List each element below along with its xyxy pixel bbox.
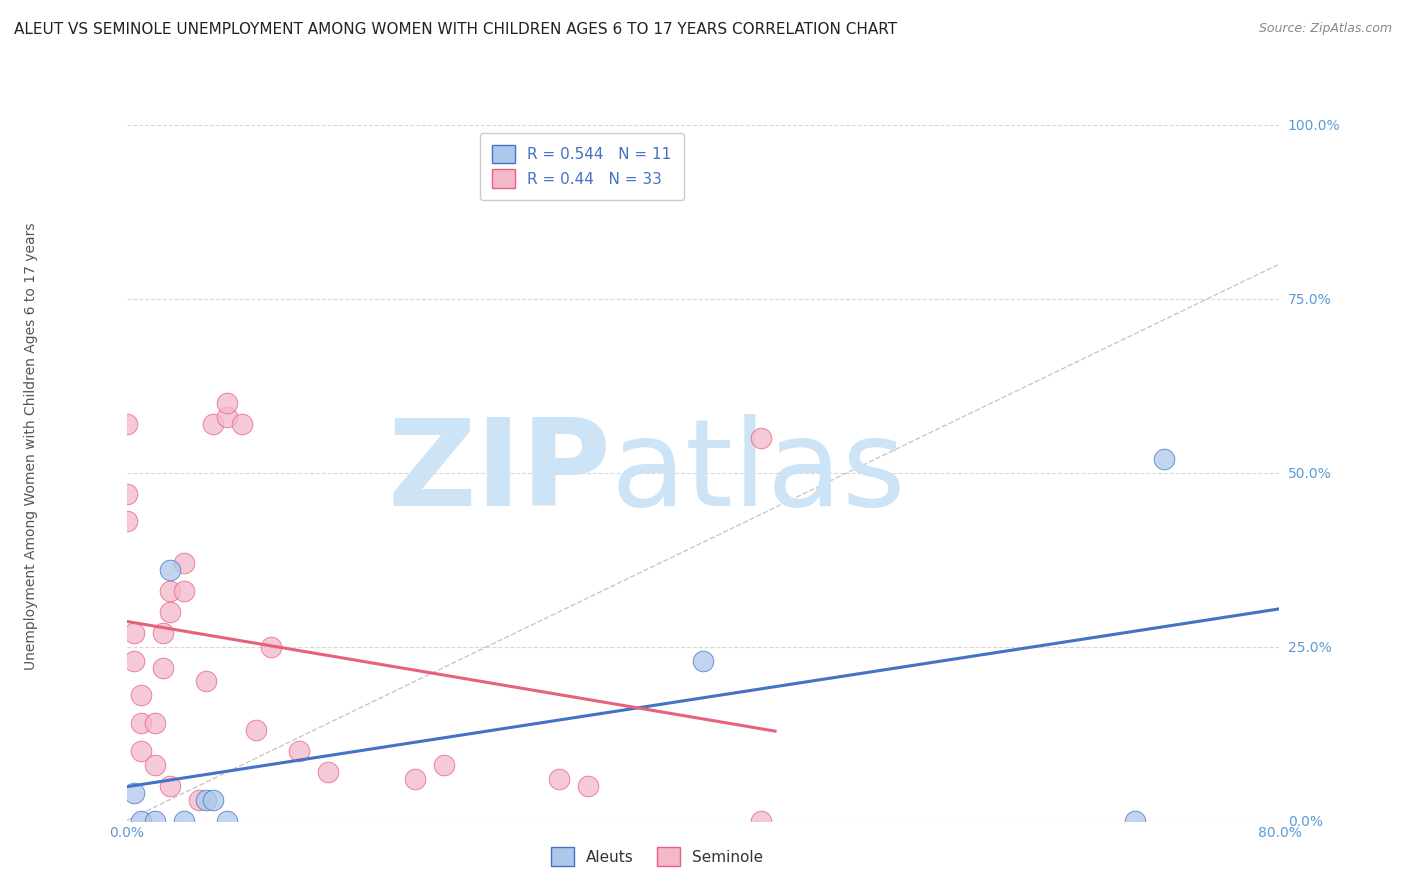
Point: [1153, 451, 1175, 466]
Point: [433, 758, 456, 772]
Point: [159, 779, 181, 793]
Text: atlas: atlas: [610, 414, 907, 532]
Point: [217, 396, 239, 410]
Point: [173, 814, 195, 828]
Point: [194, 793, 217, 807]
Point: [259, 640, 281, 654]
Point: [749, 431, 772, 445]
Point: [145, 716, 166, 731]
Text: Unemployment Among Women with Children Ages 6 to 17 years: Unemployment Among Women with Children A…: [24, 222, 38, 670]
Point: [749, 814, 772, 828]
Point: [692, 654, 714, 668]
Point: [159, 584, 181, 599]
Point: [217, 814, 239, 828]
Point: [115, 417, 138, 431]
Point: [115, 515, 138, 529]
Point: [145, 814, 166, 828]
Point: [202, 417, 225, 431]
Point: [173, 556, 195, 570]
Point: [173, 584, 195, 599]
Point: [152, 660, 174, 674]
Point: [122, 654, 145, 668]
Point: [245, 723, 267, 738]
Point: [202, 793, 225, 807]
Point: [548, 772, 571, 786]
Point: [194, 674, 217, 689]
Point: [122, 625, 145, 640]
Legend: Aleuts, Seminole: Aleuts, Seminole: [544, 841, 769, 872]
Point: [115, 486, 138, 500]
Text: ZIP: ZIP: [387, 414, 610, 532]
Point: [404, 772, 426, 786]
Point: [159, 563, 181, 577]
Point: [217, 410, 239, 425]
Point: [159, 605, 181, 619]
Point: [152, 625, 174, 640]
Text: Source: ZipAtlas.com: Source: ZipAtlas.com: [1258, 22, 1392, 36]
Point: [318, 764, 340, 779]
Point: [231, 417, 253, 431]
Point: [129, 716, 152, 731]
Point: [576, 779, 599, 793]
Point: [145, 758, 166, 772]
Point: [122, 786, 145, 800]
Point: [129, 814, 152, 828]
Text: ALEUT VS SEMINOLE UNEMPLOYMENT AMONG WOMEN WITH CHILDREN AGES 6 TO 17 YEARS CORR: ALEUT VS SEMINOLE UNEMPLOYMENT AMONG WOM…: [14, 22, 897, 37]
Point: [1123, 814, 1146, 828]
Point: [288, 744, 311, 758]
Point: [129, 689, 152, 703]
Point: [187, 793, 209, 807]
Point: [129, 744, 152, 758]
